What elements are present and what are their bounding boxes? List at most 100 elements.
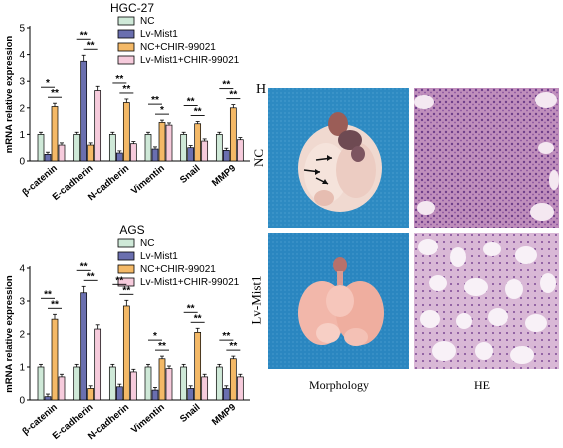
bar [87, 144, 95, 162]
category-label: MMP9 [210, 163, 238, 189]
bar [165, 368, 173, 401]
bar [236, 376, 244, 401]
bar [129, 371, 137, 401]
bar [229, 358, 237, 401]
bar [158, 122, 166, 162]
bar [108, 366, 116, 401]
legend-label: Lv-Mist1 [140, 29, 178, 40]
bar [80, 60, 88, 162]
legend-swatch [117, 238, 135, 248]
significance-label: ** [115, 275, 123, 286]
bar [215, 366, 223, 401]
legend-swatch [117, 277, 135, 287]
bar [222, 150, 230, 162]
morphology-photo-lv-mist1 [268, 233, 409, 369]
legend-swatch [117, 251, 135, 261]
category-label: MMP9 [210, 402, 238, 428]
bar [51, 106, 59, 162]
significance-label: ** [194, 313, 202, 324]
row-label-nc: NC [251, 148, 267, 168]
significance-label: ** [151, 95, 159, 106]
legend-label: Lv-Mist1+CHIR-99021 [140, 55, 240, 66]
legend-swatch [117, 264, 135, 274]
bar [73, 366, 81, 401]
bar [158, 358, 166, 401]
significance-label: ** [222, 80, 230, 91]
bar [122, 102, 130, 162]
chart-ags: AGS mRNA relative expression 0 1 2 3 4 NC Lv-Mis… [4, 223, 250, 442]
bar [144, 134, 152, 162]
bar [180, 366, 188, 401]
he-photo-nc [414, 88, 559, 228]
y-tick-label: 3 [19, 297, 25, 308]
bar [187, 388, 195, 401]
y-tick-label: 3 [19, 77, 25, 88]
lung-nc-illustration [268, 88, 409, 228]
bar [94, 90, 102, 162]
category-label: Vimentin [129, 402, 167, 436]
significance-label: ** [51, 88, 59, 99]
bar [215, 134, 223, 162]
bar [80, 292, 88, 401]
chart-hgc27: HGC-27 mRNA relative expression 0 1 2 3 4 5 NC Lv… [4, 1, 250, 203]
significance-label: ** [187, 97, 195, 108]
bar [37, 366, 45, 401]
y-tick-label: 5 [19, 24, 25, 35]
significance-label: ** [80, 261, 88, 272]
bar [37, 134, 45, 162]
significance-label: ** [87, 40, 95, 51]
legend-label: NC [140, 16, 154, 27]
he-nc-texture [414, 88, 559, 228]
bar [51, 318, 59, 401]
significance-label: ** [158, 341, 166, 352]
bar [165, 124, 173, 162]
bar [94, 328, 102, 401]
legend-label: Lv-Mist1+CHIR-99021 [140, 277, 240, 288]
bar [194, 123, 202, 162]
significance-label: ** [51, 299, 59, 310]
y-tick-label: 1 [19, 363, 25, 374]
y-axis-label: mRNA relative expression [4, 275, 15, 393]
significance-label: * [153, 331, 157, 342]
bar [151, 148, 159, 162]
significance-label: ** [87, 271, 95, 282]
bar [194, 331, 202, 401]
bar [201, 140, 209, 162]
significance-label: ** [194, 107, 202, 118]
significance-label: ** [229, 90, 237, 101]
bar [122, 305, 130, 401]
bar [44, 154, 52, 162]
bar [180, 134, 188, 162]
bar [87, 388, 95, 401]
y-tick-label: 0 [19, 396, 25, 407]
legend-label: NC+CHIR-99021 [140, 42, 216, 53]
bar [236, 139, 244, 162]
legend-label: NC [140, 238, 154, 249]
morphology-photo-nc [268, 88, 409, 228]
significance-label: ** [229, 341, 237, 352]
y-tick-label: 4 [19, 264, 25, 275]
bar [58, 376, 66, 401]
legend-label: Lv-Mist1 [140, 251, 178, 262]
bar [73, 134, 81, 162]
lung-lv-mist1-illustration [268, 233, 409, 369]
bar [229, 107, 237, 162]
y-tick-label: 1 [19, 130, 25, 141]
bar [201, 376, 209, 401]
legend-swatch [117, 16, 135, 26]
panel-letter: H [256, 82, 267, 97]
y-tick-label: 4 [19, 50, 25, 61]
bar [108, 134, 116, 162]
legend-swatch [117, 55, 135, 65]
bar [144, 366, 152, 401]
y-tick-label: 0 [19, 157, 25, 168]
bar [44, 396, 52, 401]
significance-label: ** [122, 285, 130, 296]
col-label-he: HE [474, 378, 490, 392]
bar [115, 386, 123, 401]
significance-label: * [46, 78, 50, 89]
bar [58, 144, 66, 162]
bar [222, 388, 230, 401]
bar [187, 147, 195, 162]
category-label: Snail [178, 402, 202, 425]
